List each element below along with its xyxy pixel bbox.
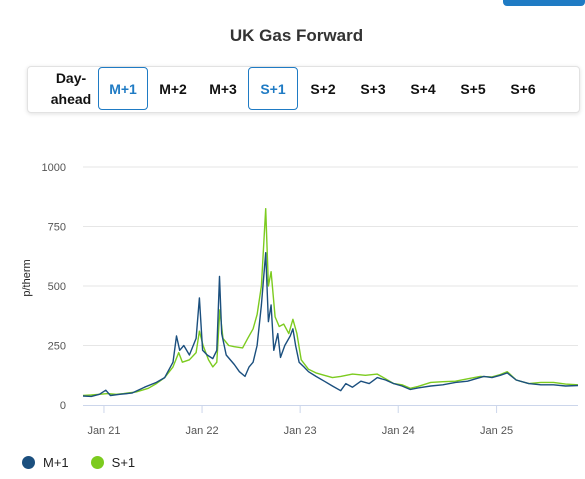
tab-day-ahead-line-2: ahead <box>50 90 92 107</box>
tab-m1-label: M+1 <box>109 80 137 97</box>
tab-s5[interactable]: S+5 <box>448 67 498 110</box>
tab-day-ahead-line-1: Day- <box>55 70 87 87</box>
tab-s5-label: S+5 <box>460 80 486 97</box>
y-tick-label: 250 <box>48 341 66 353</box>
series-line-m1 <box>82 252 579 398</box>
tab-s4[interactable]: S+4 <box>398 67 448 110</box>
series-line-s1 <box>82 208 579 397</box>
top-action-button-edge[interactable] <box>503 0 585 6</box>
legend-label-m1: M+1 <box>43 455 69 470</box>
tab-s1-label: S+1 <box>260 80 286 97</box>
axes: 0 250 500 750 1000 Jan 21 Jan 22 Jan 23 Jan 24 Ja… <box>42 162 578 437</box>
tab-s3-label: S+3 <box>360 80 386 97</box>
y-tick-label: 1000 <box>42 162 66 174</box>
tab-m1[interactable]: M+1 <box>98 67 148 110</box>
page-title: UK Gas Forward <box>229 26 364 45</box>
tab-m2[interactable]: M+2 <box>148 67 198 110</box>
tab-s2-label: S+2 <box>310 80 336 97</box>
tab-s6[interactable]: S+6 <box>498 67 548 110</box>
legend-item-s1[interactable]: S+1 <box>90 455 136 470</box>
grid-lines <box>83 166 578 346</box>
x-tick-label: Jan 22 <box>186 425 219 437</box>
series-lines <box>82 208 579 398</box>
y-axis-label: p/therm <box>21 259 33 296</box>
y-tick-label: 500 <box>48 281 66 293</box>
x-tick-label: Jan 23 <box>284 425 317 437</box>
legend-dot-s1 <box>90 456 104 469</box>
x-tick-label: Jan 24 <box>382 425 415 437</box>
legend: M+1 S+1 <box>22 455 135 470</box>
tab-day-ahead-label: Day- ahead <box>51 68 91 109</box>
product-tab-bar: Day- ahead M+1 M+2 M+3 S+1 S+2 S+3 S+4 S… <box>27 66 580 113</box>
x-tick-label: Jan 21 <box>87 425 120 437</box>
legend-dot-m1 <box>22 456 35 469</box>
legend-item-m1[interactable]: M+1 <box>22 455 69 470</box>
tab-s6-label: S+6 <box>510 80 536 97</box>
tab-s4-label: S+4 <box>410 80 436 97</box>
tab-m2-label: M+2 <box>159 80 187 97</box>
legend-label-s1: S+1 <box>111 455 136 470</box>
tab-s1[interactable]: S+1 <box>248 67 298 110</box>
tab-m3-label: M+3 <box>209 80 237 97</box>
y-tick-label: 0 <box>60 400 66 412</box>
price-chart: 0 250 500 750 1000 Jan 21 Jan 22 Jan 23 Jan 24 Ja… <box>21 162 579 437</box>
tab-s3[interactable]: S+3 <box>348 67 398 110</box>
x-tick-label: Jan 25 <box>480 425 513 437</box>
tab-s2[interactable]: S+2 <box>298 67 348 110</box>
tab-m3[interactable]: M+3 <box>198 67 248 110</box>
y-tick-label: 750 <box>48 222 66 234</box>
tab-day-ahead[interactable]: Day- ahead <box>42 67 100 110</box>
